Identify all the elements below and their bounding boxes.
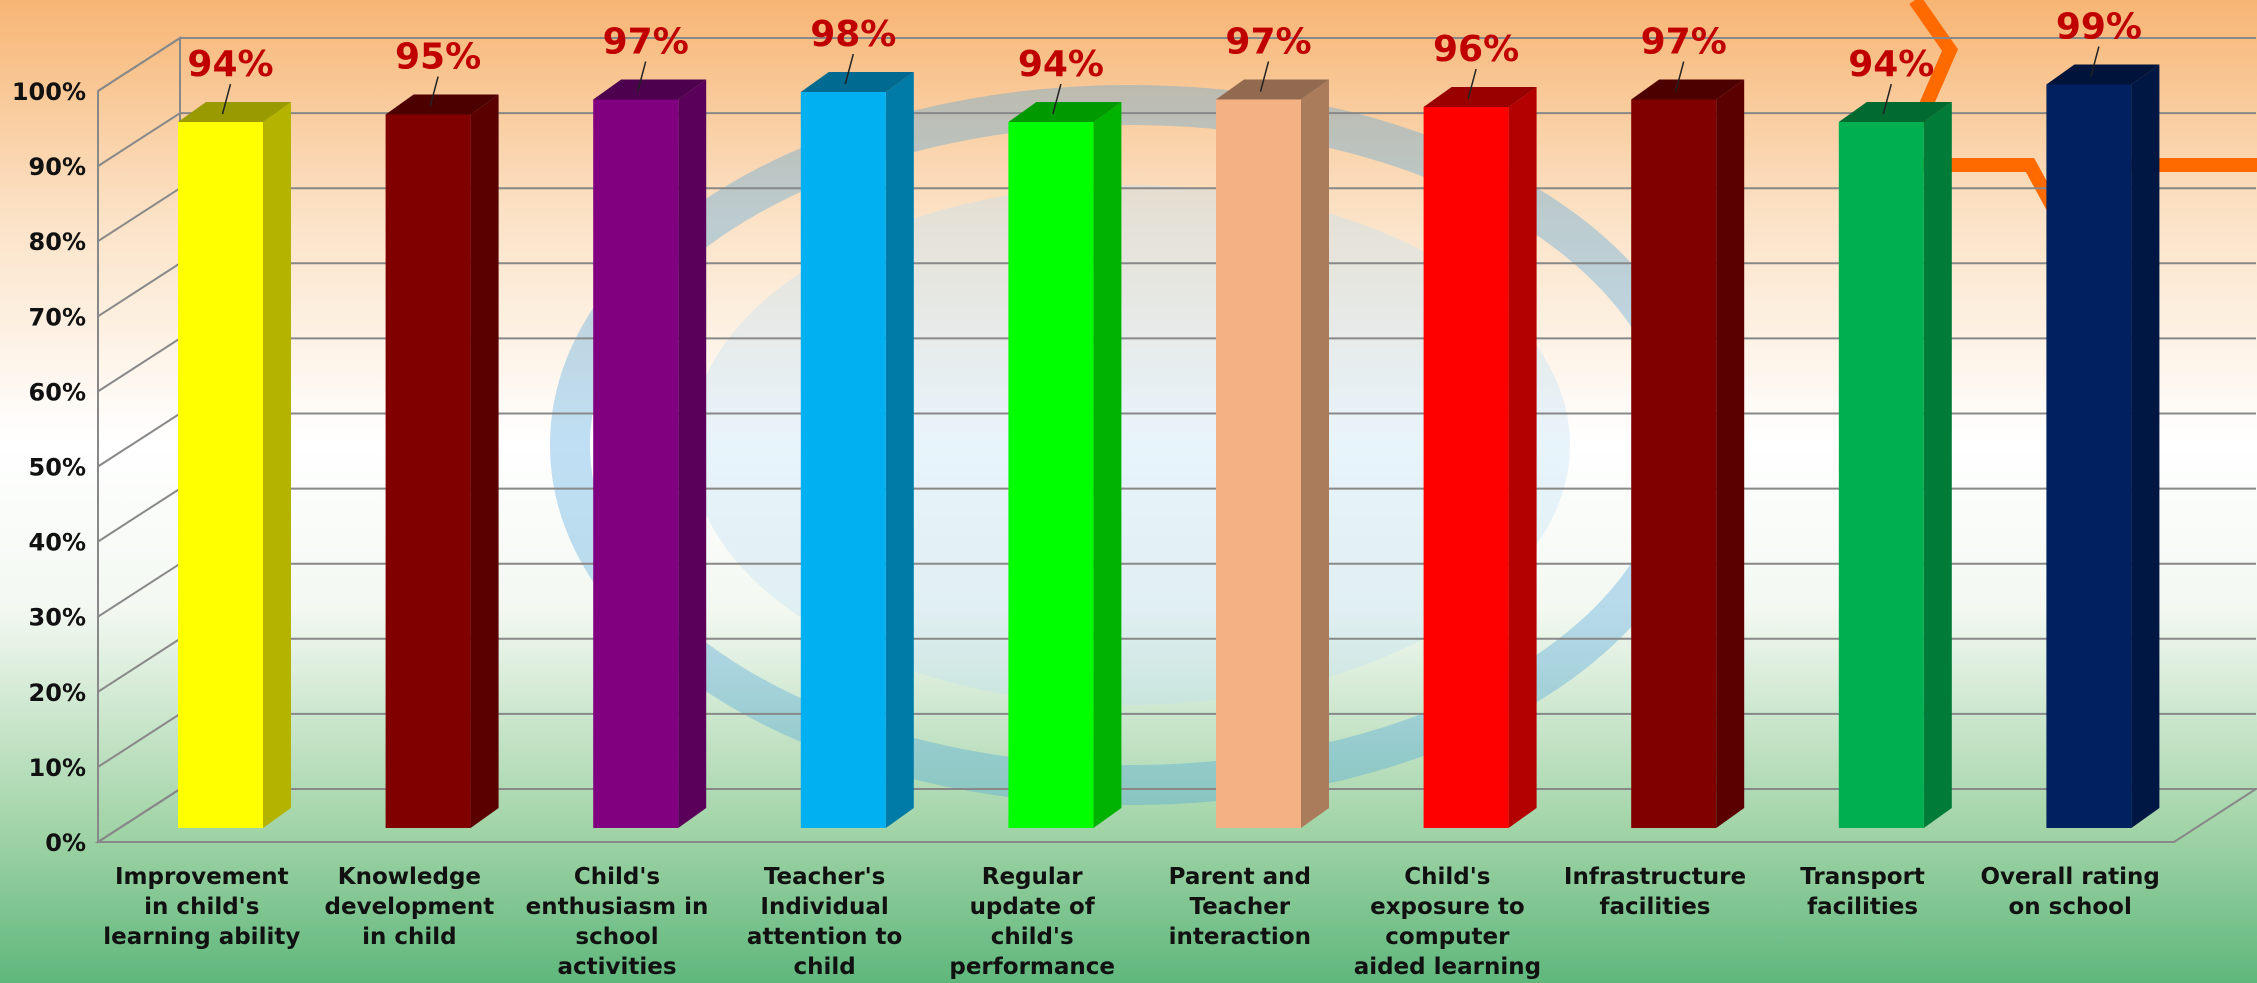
x-tick-label: Infrastructure facilities <box>1563 864 1747 920</box>
bar-front <box>800 92 886 828</box>
bar <box>385 94 499 829</box>
bar-side <box>2131 64 2160 828</box>
bar <box>593 79 707 828</box>
bar-side <box>470 94 499 829</box>
bar-front <box>385 114 471 829</box>
value-label: 97% <box>1641 22 1727 63</box>
leader-line <box>636 61 647 92</box>
bar <box>178 102 291 828</box>
bar <box>2046 64 2160 828</box>
value-label: 97% <box>1225 22 1311 63</box>
y-tick-label: 20% <box>29 679 86 707</box>
bar-top <box>2046 64 2160 85</box>
leader-line <box>221 83 232 115</box>
x-tick-label: Parent and Teacher interaction <box>1168 864 1312 950</box>
bar-front <box>1216 99 1301 828</box>
x-tick-label: Child's enthusiasm in school activities <box>525 864 709 980</box>
bar <box>800 72 914 828</box>
bar-top <box>800 72 914 93</box>
bar-top <box>1216 79 1329 100</box>
value-label: 94% <box>1848 44 1934 85</box>
y-tick-label: 60% <box>29 378 86 406</box>
leader-line <box>2090 46 2100 77</box>
value-label: 96% <box>1433 29 1519 70</box>
y-tick-label: 50% <box>29 454 86 482</box>
leader-line <box>1674 61 1685 92</box>
leader-line <box>1467 68 1477 100</box>
bar-front <box>593 99 679 828</box>
bar-front <box>1631 99 1717 828</box>
bar-side <box>885 72 914 828</box>
leader-line <box>1882 83 1893 115</box>
y-tick-label: 100% <box>12 78 86 106</box>
x-tick-label: Knowledge development in child <box>324 864 495 950</box>
bar-side <box>1301 79 1329 828</box>
leader-line <box>429 76 439 107</box>
leader-line <box>844 53 855 85</box>
y-tick-label: 30% <box>29 604 86 632</box>
bar-side <box>678 79 707 828</box>
grid-line <box>97 112 2256 167</box>
bar-front <box>1008 122 1094 828</box>
x-tick-label: Improvement in child's learning ability <box>103 864 301 950</box>
bar <box>1008 102 1122 828</box>
x-tick-label: Transport facilities <box>1800 864 1925 920</box>
bar-side <box>1508 87 1537 829</box>
bar-top <box>1423 87 1537 108</box>
bar-front <box>178 122 263 828</box>
bar-side <box>1923 102 1952 828</box>
y-tick-label: 80% <box>29 228 86 256</box>
x-tick-label: Regular update of child's performance <box>949 864 1116 980</box>
leader-line <box>1259 61 1270 92</box>
x-tick-label: Overall rating on school <box>1980 864 2160 920</box>
y-tick-label: 10% <box>29 754 86 782</box>
x-tick-label: Teacher's Individual attention to child <box>746 864 903 980</box>
value-label: 98% <box>810 14 896 55</box>
value-label: 94% <box>1018 44 1104 85</box>
bar-top <box>1838 102 1952 123</box>
bar-side <box>1716 79 1745 828</box>
bar-front <box>1423 107 1509 829</box>
leader-line <box>1052 83 1062 115</box>
value-label: 99% <box>2056 7 2142 48</box>
bar-front <box>2046 84 2132 828</box>
bar <box>1631 79 1745 828</box>
bar-top <box>1008 102 1122 123</box>
bar <box>1423 87 1537 829</box>
y-tick-label: 0% <box>45 829 86 857</box>
bar-top <box>593 79 707 100</box>
bar-side <box>263 102 291 828</box>
grid-line <box>97 37 2256 92</box>
bar <box>1216 79 1329 828</box>
x-tick-label: Child's exposure to computer aided learn… <box>1353 864 1542 980</box>
y-tick-label: 90% <box>29 153 86 181</box>
bar-top <box>178 102 291 123</box>
value-label: 95% <box>395 37 481 78</box>
bar <box>1838 102 1952 828</box>
y-tick-label: 70% <box>29 303 86 331</box>
y-tick-label: 40% <box>29 529 86 557</box>
bar-side <box>1093 102 1122 828</box>
bar-top <box>385 94 499 115</box>
value-label: 94% <box>187 44 273 85</box>
value-label: 97% <box>603 22 689 63</box>
bar-front <box>1838 122 1924 828</box>
bar-top <box>1631 79 1745 100</box>
